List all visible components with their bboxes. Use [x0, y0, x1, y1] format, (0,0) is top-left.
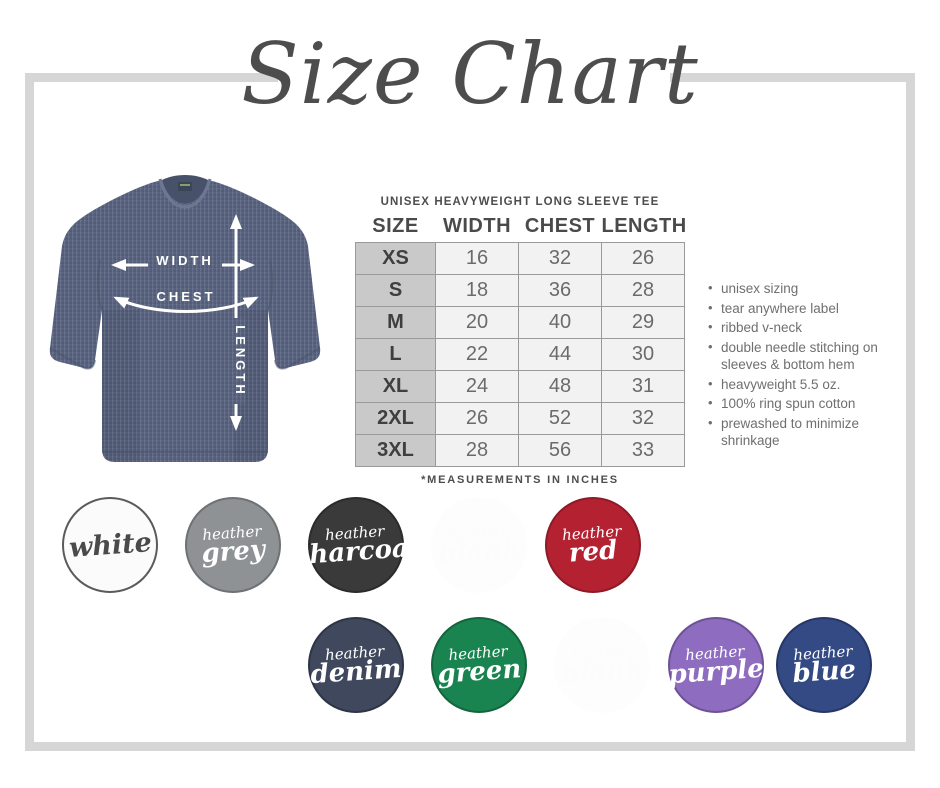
- cell-width: 24: [435, 370, 519, 403]
- swatch-label-bottom: purple: [667, 653, 766, 690]
- swatch-label-bottom: denim: [310, 653, 403, 690]
- cell-chest: 52: [518, 402, 602, 435]
- color-swatch-blank[interactable]: heather blank: [554, 617, 650, 713]
- cell-chest: 32: [518, 242, 602, 275]
- size-table-block: UNISEX HEAVYWEIGHT LONG SLEEVE TEE SIZE …: [355, 196, 687, 486]
- swatch-label-bottom: grey: [200, 534, 267, 569]
- size-table: SIZE WIDTH CHEST LENGTH XS 16 32 26 S 18…: [355, 214, 687, 467]
- cell-size: 2XL: [355, 402, 436, 435]
- cell-width: 20: [435, 306, 519, 339]
- cell-length: 26: [601, 242, 685, 275]
- cell-size: L: [355, 338, 436, 371]
- frame-border-right: [906, 73, 915, 751]
- cell-chest: 36: [518, 274, 602, 307]
- color-swatch-blue[interactable]: heather blue: [776, 617, 872, 713]
- width-label: WIDTH: [156, 253, 214, 268]
- table-row: S 18 36 28: [355, 274, 685, 307]
- table-row: 2XL 26 52 32: [355, 402, 685, 435]
- list-item: unisex sizing: [708, 279, 898, 298]
- swatch-label-bottom: blank: [560, 653, 645, 690]
- frame-border-top-left: [25, 73, 278, 82]
- cell-size: S: [355, 274, 436, 307]
- swatch-label: heather blank: [437, 521, 522, 570]
- cell-length: 30: [601, 338, 685, 371]
- swatch-label: heather charcoal: [292, 521, 420, 571]
- color-swatch-white[interactable]: white: [62, 497, 158, 593]
- swatch-label-bottom: blue: [791, 654, 858, 689]
- color-swatch-blank[interactable]: heather blank: [431, 497, 527, 593]
- column-header-chest: CHEST: [524, 215, 596, 237]
- size-table-header-row: SIZE WIDTH CHEST LENGTH: [356, 214, 687, 243]
- swatch-label-bottom: red: [568, 534, 619, 569]
- color-swatch-denim[interactable]: heather denim: [308, 617, 404, 713]
- swatch-label: heather blank: [560, 641, 645, 690]
- cell-width: 28: [435, 434, 519, 467]
- frame-border-left: [25, 73, 34, 751]
- swatch-label-bottom: blank: [437, 533, 522, 570]
- list-item: ribbed v-neck: [708, 318, 898, 337]
- length-label: LENGTH: [233, 325, 248, 396]
- swatch-label: heather purple: [667, 641, 766, 690]
- list-item: prewashed to minimize shrinkage: [708, 414, 898, 450]
- color-swatch-charcoal[interactable]: heather charcoal: [293, 497, 420, 593]
- features-list: unisex sizing tear anywhere label ribbed…: [708, 279, 898, 452]
- column-header-width: WIDTH: [442, 215, 512, 237]
- list-item: heavyweight 5.5 oz.: [708, 375, 898, 394]
- color-swatch-grey[interactable]: heather grey: [185, 497, 281, 593]
- size-table-footnote: *MEASUREMENTS IN INCHES: [421, 474, 619, 486]
- size-table-caption: UNISEX HEAVYWEIGHT LONG SLEEVE TEE: [380, 196, 660, 208]
- cell-chest: 44: [518, 338, 602, 371]
- page-title: Size Chart: [241, 25, 699, 123]
- list-item: double needle stitching on sleeves & bot…: [708, 338, 898, 374]
- chest-label: CHEST: [156, 289, 215, 304]
- size-table-body: XS 16 32 26 S 18 36 28 M 20 40 29 L 22 4…: [355, 242, 685, 467]
- cell-length: 28: [601, 274, 685, 307]
- cell-length: 29: [601, 306, 685, 339]
- cell-length: 32: [601, 402, 685, 435]
- color-swatch-green[interactable]: heather green: [431, 617, 527, 713]
- cell-chest: 40: [518, 306, 602, 339]
- tshirt-svg: WIDTH CHEST LENGTH: [49, 175, 321, 462]
- color-swatch-red[interactable]: heather red: [545, 497, 641, 593]
- table-row: L 22 44 30: [355, 338, 685, 371]
- cell-width: 16: [435, 242, 519, 275]
- column-header-size: SIZE: [372, 215, 419, 237]
- swatch-label: heather blue: [791, 641, 858, 689]
- table-row: M 20 40 29: [355, 306, 685, 339]
- table-row: XL 24 48 31: [355, 370, 685, 403]
- swatch-label-bottom: white: [67, 526, 153, 564]
- color-swatch-purple[interactable]: heather purple: [667, 617, 766, 713]
- list-item: 100% ring spun cotton: [708, 394, 898, 413]
- cell-width: 22: [435, 338, 519, 371]
- cell-length: 31: [601, 370, 685, 403]
- tshirt-illustration: WIDTH CHEST LENGTH: [44, 160, 326, 490]
- cell-size: 3XL: [355, 434, 436, 467]
- cell-length: 33: [601, 434, 685, 467]
- cell-size: M: [355, 306, 436, 339]
- swatch-label: heather green: [436, 641, 523, 690]
- tshirt-body: [49, 175, 321, 462]
- features-items: unisex sizing tear anywhere label ribbed…: [708, 279, 898, 450]
- swatch-label: white: [67, 526, 153, 564]
- cell-chest: 56: [518, 434, 602, 467]
- frame-border-bottom: [25, 742, 915, 751]
- frame-border-top-right: [670, 73, 915, 82]
- cell-size: XS: [355, 242, 436, 275]
- swatch-label-bottom: green: [436, 653, 523, 690]
- table-row: 3XL 28 56 33: [355, 434, 685, 467]
- column-header-length: LENGTH: [601, 215, 687, 237]
- table-row: XS 16 32 26: [355, 242, 685, 275]
- list-item: tear anywhere label: [708, 299, 898, 318]
- swatch-label: heather red: [562, 521, 624, 569]
- cell-width: 18: [435, 274, 519, 307]
- measurement-labels: WIDTH CHEST LENGTH: [148, 252, 248, 404]
- swatch-label-bottom: charcoal: [292, 532, 420, 571]
- cell-chest: 48: [518, 370, 602, 403]
- cell-size: XL: [355, 370, 436, 403]
- swatch-label: heather denim: [309, 641, 403, 690]
- cell-width: 26: [435, 402, 519, 435]
- swatch-label: heather grey: [200, 521, 267, 569]
